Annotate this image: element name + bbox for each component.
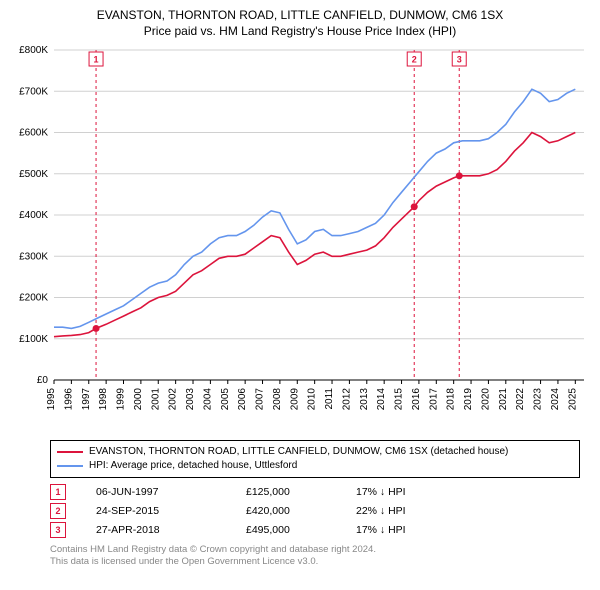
svg-text:£100K: £100K [19,334,48,345]
chart-title-1: EVANSTON, THORNTON ROAD, LITTLE CANFIELD… [10,8,590,22]
svg-text:2021: 2021 [498,388,509,411]
svg-text:£700K: £700K [19,86,48,97]
svg-text:2010: 2010 [307,388,318,411]
svg-text:3: 3 [457,55,462,65]
marker-badge: 3 [50,522,66,538]
sales-table: 1 06-JUN-1997 £125,000 17% ↓ HPI 2 24-SE… [50,484,580,538]
svg-text:1996: 1996 [63,388,74,411]
legend-item: EVANSTON, THORNTON ROAD, LITTLE CANFIELD… [57,445,573,459]
svg-text:2024: 2024 [550,388,561,411]
svg-text:2018: 2018 [446,388,457,411]
svg-text:£600K: £600K [19,128,48,139]
svg-text:£800K: £800K [19,45,48,56]
svg-text:2006: 2006 [237,388,248,411]
sale-date: 24-SEP-2015 [96,505,216,517]
svg-text:£400K: £400K [19,210,48,221]
svg-text:£500K: £500K [19,169,48,180]
svg-text:2015: 2015 [394,388,405,411]
table-row: 2 24-SEP-2015 £420,000 22% ↓ HPI [50,503,580,519]
svg-text:1995: 1995 [46,388,57,411]
svg-text:1997: 1997 [81,388,92,411]
chart-container: EVANSTON, THORNTON ROAD, LITTLE CANFIELD… [0,0,600,590]
svg-text:1998: 1998 [98,388,109,411]
svg-text:2004: 2004 [202,388,213,411]
svg-text:1999: 1999 [116,388,127,411]
chart-title-2: Price paid vs. HM Land Registry's House … [10,24,590,38]
svg-text:2003: 2003 [185,388,196,411]
svg-text:2023: 2023 [533,388,544,411]
sale-delta: 22% ↓ HPI [356,505,406,517]
sale-delta: 17% ↓ HPI [356,486,406,498]
svg-text:2009: 2009 [289,388,300,411]
svg-text:2002: 2002 [168,388,179,411]
svg-text:2: 2 [412,55,417,65]
sale-price: £495,000 [246,524,326,536]
svg-text:2013: 2013 [359,388,370,411]
svg-text:2020: 2020 [480,388,491,411]
sale-date: 06-JUN-1997 [96,486,216,498]
svg-text:2011: 2011 [324,388,335,410]
svg-text:£300K: £300K [19,251,48,262]
footnote-line: This data is licensed under the Open Gov… [50,556,580,568]
svg-text:2025: 2025 [567,388,578,411]
svg-text:2005: 2005 [220,388,231,411]
svg-text:2001: 2001 [150,388,161,411]
chart-plot: £0 £100K £200K £300K £400K £500K £600K £700K £80… [10,44,590,434]
svg-text:£200K: £200K [19,293,48,304]
marker-badge: 1 [50,484,66,500]
marker-badge: 2 [50,503,66,519]
svg-text:2012: 2012 [341,388,352,411]
footnote: Contains HM Land Registry data © Crown c… [50,544,580,569]
svg-text:2008: 2008 [272,388,283,411]
legend-label: HPI: Average price, detached house, Uttl… [89,459,297,473]
svg-text:2016: 2016 [411,388,422,411]
table-row: 1 06-JUN-1997 £125,000 17% ↓ HPI [50,484,580,500]
sale-delta: 17% ↓ HPI [356,524,406,536]
legend-item: HPI: Average price, detached house, Uttl… [57,459,573,473]
svg-text:2000: 2000 [133,388,144,411]
svg-text:2007: 2007 [255,388,266,411]
legend-swatch [57,451,83,453]
svg-text:2022: 2022 [515,388,526,411]
svg-text:2019: 2019 [463,388,474,411]
sale-date: 27-APR-2018 [96,524,216,536]
legend: EVANSTON, THORNTON ROAD, LITTLE CANFIELD… [50,440,580,478]
svg-text:2014: 2014 [376,388,387,411]
legend-swatch [57,465,83,467]
svg-text:2017: 2017 [428,388,439,411]
sale-price: £125,000 [246,486,326,498]
footnote-line: Contains HM Land Registry data © Crown c… [50,544,580,556]
svg-text:1: 1 [94,55,99,65]
svg-text:£0: £0 [37,375,49,386]
sale-price: £420,000 [246,505,326,517]
table-row: 3 27-APR-2018 £495,000 17% ↓ HPI [50,522,580,538]
legend-label: EVANSTON, THORNTON ROAD, LITTLE CANFIELD… [89,445,508,459]
